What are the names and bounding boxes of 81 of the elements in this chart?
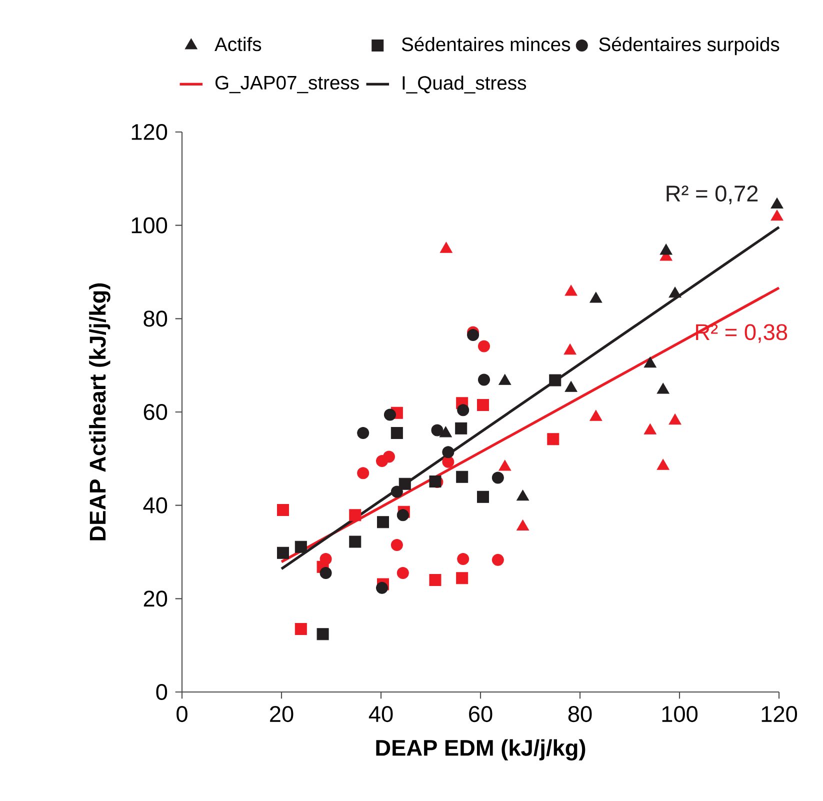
point [349, 509, 362, 522]
point [516, 490, 530, 501]
y-tick-label: 0 [156, 684, 168, 700]
point [478, 340, 490, 352]
point [456, 572, 468, 584]
point [320, 552, 332, 565]
point [357, 426, 370, 439]
point [396, 509, 409, 522]
point [478, 374, 490, 386]
point [316, 628, 329, 640]
point [644, 423, 656, 434]
x-axis-title: DEAP EDM (kJ/j/kg) [376, 739, 586, 760]
point [357, 467, 370, 480]
point [442, 456, 454, 468]
point [390, 538, 403, 551]
point [770, 210, 784, 221]
point [276, 546, 289, 559]
point [429, 574, 442, 586]
point [564, 344, 576, 355]
x-tick-label: 80 [568, 706, 592, 722]
point [492, 554, 504, 566]
point [660, 244, 672, 255]
legend-label: G_JAP07_stress [216, 76, 359, 94]
point [547, 433, 560, 446]
point [668, 286, 682, 298]
point [442, 446, 454, 458]
x-tick-label: 0 [176, 706, 188, 722]
y-tick-label: 60 [144, 404, 168, 420]
point [320, 566, 332, 579]
point [498, 374, 512, 385]
point [516, 520, 530, 531]
point [398, 478, 411, 490]
point [376, 582, 388, 594]
legend-label: Sédentaires surpoids [599, 36, 780, 56]
point [294, 622, 307, 635]
point [382, 450, 395, 463]
point [498, 460, 512, 471]
y-axis-title: DEAP Actiheart (kJ/j/kg) [89, 283, 110, 540]
point [668, 414, 682, 425]
legend-label: Sédentaires minces [402, 36, 570, 52]
x-tick-label: 40 [368, 706, 393, 722]
point [656, 382, 670, 394]
point [276, 504, 289, 516]
point [455, 422, 468, 434]
point [492, 472, 504, 484]
point [644, 356, 656, 368]
x-tick-label: 100 [662, 706, 698, 722]
annotation: R² = 0,72 [666, 186, 758, 204]
point [456, 470, 468, 483]
point [564, 380, 578, 392]
point [590, 292, 602, 303]
legend-label: I_Quad_stress [402, 76, 526, 94]
y-tick-label: 100 [132, 217, 168, 234]
point [349, 536, 362, 548]
point [440, 242, 452, 253]
point [549, 374, 562, 386]
y-tick-label: 120 [132, 124, 168, 140]
point [390, 426, 403, 439]
point [564, 284, 578, 296]
x-tick-label: 60 [469, 706, 492, 722]
point [439, 426, 452, 438]
point [384, 408, 396, 421]
point [476, 490, 489, 503]
point [376, 516, 389, 528]
point [467, 328, 480, 341]
point [396, 566, 409, 579]
x-tick-label: 20 [270, 706, 294, 722]
y-tick-label: 80 [144, 310, 168, 327]
point [770, 198, 784, 209]
legend-label: Actifs [214, 36, 262, 52]
point [457, 404, 470, 416]
point [476, 398, 489, 411]
point [294, 540, 307, 553]
point [390, 486, 403, 498]
point [590, 410, 602, 421]
y-tick-label: 40 [143, 497, 168, 514]
point [656, 458, 670, 470]
x-tick-label: 120 [762, 706, 798, 722]
point [431, 424, 444, 436]
point [457, 552, 470, 565]
y-tick-label: 20 [144, 590, 168, 607]
